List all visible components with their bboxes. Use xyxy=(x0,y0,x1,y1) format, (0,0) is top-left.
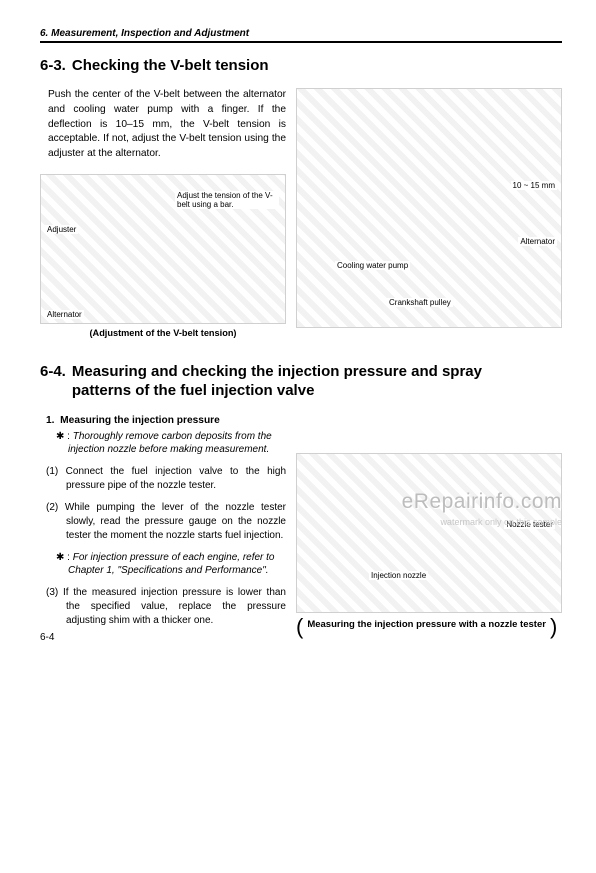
figure-nozzle-tester-caption: ( Measuring the injection pressure with … xyxy=(296,617,562,637)
fig-label-injection-nozzle: Injection nozzle xyxy=(369,571,428,580)
note-1-mark: ✱ : xyxy=(56,431,70,442)
step-2-num: (2) xyxy=(46,502,58,513)
section-6-4-heading-line2: patterns of the fuel injection valve xyxy=(72,382,315,399)
running-header: 6. Measurement, Inspection and Adjustmen… xyxy=(40,28,562,43)
section-6-3-num: 6-3. xyxy=(40,57,66,74)
fig-label-alternator-left: Alternator xyxy=(45,310,84,319)
fig-label-range: 10 ~ 15 mm xyxy=(511,181,557,190)
section-6-3-heading: Checking the V-belt tension xyxy=(72,57,269,74)
section-6-4-num: 6-4. xyxy=(40,362,66,382)
section-6-3-title: 6-3. Checking the V-belt tension xyxy=(40,57,562,74)
sub-1-heading: 1. Measuring the injection pressure xyxy=(46,415,286,426)
fig-label-nozzle-tester: Nozzle tester xyxy=(504,520,555,529)
paren-open: ( xyxy=(296,617,303,637)
note-1: ✱ : Thoroughly remove carbon deposits fr… xyxy=(56,430,286,457)
step-1-num: (1) xyxy=(46,466,58,477)
note-2: ✱ : For injection pressure of each engin… xyxy=(56,551,286,578)
note-2-text: For injection pressure of each engine, r… xyxy=(68,552,275,577)
fig-label-adjuster: Adjuster xyxy=(45,225,78,234)
figure-nozzle-tester: Nozzle tester Injection nozzle xyxy=(296,453,562,613)
sub-1-title: Measuring the injection pressure xyxy=(60,415,220,426)
fig-label-bar-note: Adjust the tension of the V-belt using a… xyxy=(175,191,279,209)
fig-label-alternator-right: Alternator xyxy=(518,237,557,246)
step-3-text: If the measured injection pressure is lo… xyxy=(63,587,286,626)
figure-engine-vbelt: 10 ~ 15 mm Alternator Cooling water pump… xyxy=(296,88,562,328)
step-1: (1) Connect the fuel injection valve to … xyxy=(46,465,286,493)
step-1-text: Connect the fuel injection valve to the … xyxy=(66,466,286,491)
step-2: (2) While pumping the lever of the nozzl… xyxy=(46,501,286,543)
note-2-mark: ✱ : xyxy=(56,552,70,563)
paren-close: ) xyxy=(550,617,557,637)
page-number: 6-4 xyxy=(40,632,54,643)
step-2-text: While pumping the lever of the nozzle te… xyxy=(65,502,286,541)
step-3: (3) If the measured injection pressure i… xyxy=(46,586,286,628)
figure-vbelt-adjustment-caption: (Adjustment of the V-belt tension) xyxy=(40,328,286,338)
fig-label-cooling: Cooling water pump xyxy=(335,261,410,270)
fig-label-crank: Crankshaft pulley xyxy=(387,298,453,307)
note-1-text: Thoroughly remove carbon deposits from t… xyxy=(68,431,272,456)
section-6-4-title: 6-4. Measuring and checking the injection… xyxy=(40,362,562,401)
section-6-3-body: Push the center of the V-belt between th… xyxy=(48,88,286,162)
section-6-4-heading-line1: Measuring and checking the injection pre… xyxy=(72,363,482,380)
sub-1-num: 1. xyxy=(46,415,55,426)
figure-nozzle-tester-caption-text: Measuring the injection pressure with a … xyxy=(303,617,550,630)
step-3-num: (3) xyxy=(46,587,58,598)
figure-vbelt-adjustment: Adjust the tension of the V-belt using a… xyxy=(40,174,286,324)
